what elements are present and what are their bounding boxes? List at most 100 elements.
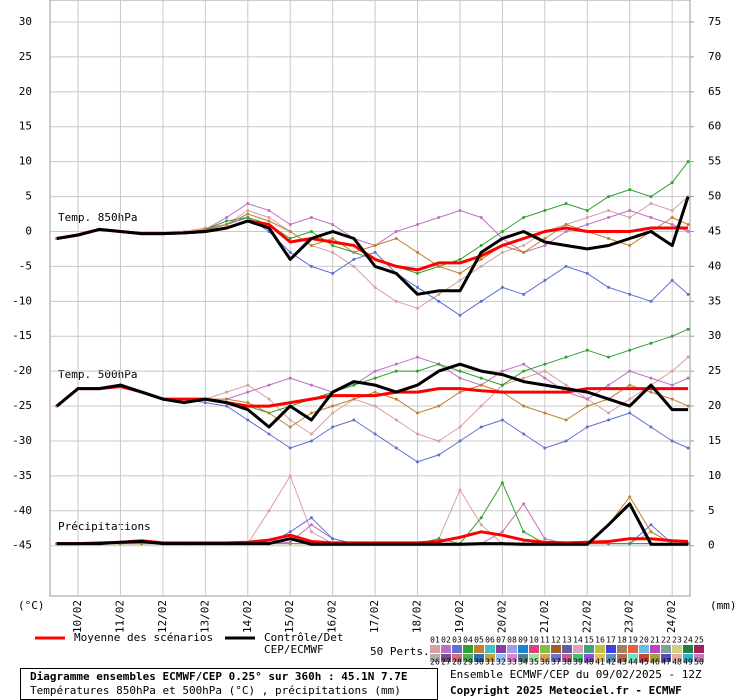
series-point xyxy=(543,537,547,541)
series-point xyxy=(394,362,398,366)
legend-swatch xyxy=(540,654,550,662)
legend-label: 21 xyxy=(650,636,660,645)
series-point xyxy=(288,223,292,227)
annotation: Temp. 500hPa xyxy=(58,368,137,381)
series-point xyxy=(686,327,690,331)
legend-label: 12 xyxy=(551,636,561,645)
series-point xyxy=(500,383,504,387)
series-point xyxy=(225,404,229,408)
legend-label: 04 xyxy=(463,636,473,645)
legend-label: 22 xyxy=(661,636,671,645)
series-point xyxy=(373,243,377,247)
x-tick-label: 11/02 xyxy=(113,600,126,633)
legend-label: 05 xyxy=(474,636,484,645)
series-point xyxy=(500,530,504,534)
series-point xyxy=(564,418,568,422)
series-point xyxy=(628,209,632,213)
series-line xyxy=(55,362,689,429)
legend-label: 10 xyxy=(529,636,539,645)
legend-label: 24 xyxy=(683,636,693,645)
series-point xyxy=(373,376,377,380)
series-point xyxy=(458,390,462,394)
legend-label: Contrôle/Det CEP/ECMWF xyxy=(264,631,344,656)
series-point xyxy=(288,446,292,450)
series-point xyxy=(288,425,292,429)
legend-swatch xyxy=(606,654,616,662)
series-point xyxy=(373,285,377,289)
series-point xyxy=(309,243,313,247)
series-point xyxy=(458,313,462,317)
series-point xyxy=(203,401,207,405)
series-point xyxy=(394,369,398,373)
legend-label: 47 xyxy=(661,658,671,667)
legend-swatch xyxy=(463,645,473,653)
series-point xyxy=(649,202,653,206)
legend-label: 45 xyxy=(639,658,649,667)
series-point xyxy=(628,495,632,499)
legend-swatch xyxy=(617,645,627,653)
series-point xyxy=(607,216,611,220)
series-point xyxy=(607,355,611,359)
series-point xyxy=(628,542,632,546)
series-point xyxy=(522,243,526,247)
series-point xyxy=(394,446,398,450)
series-point xyxy=(479,383,483,387)
legend-label: 02 xyxy=(441,636,451,645)
legend-label: 11 xyxy=(540,636,550,645)
series-point xyxy=(670,223,674,227)
legend-label: 50 xyxy=(694,658,704,667)
series-point xyxy=(309,432,313,436)
y-tick-label: -20 xyxy=(12,364,32,377)
series-point xyxy=(458,369,462,373)
series-point xyxy=(543,369,547,373)
series-point xyxy=(437,216,441,220)
series-point xyxy=(479,243,483,247)
legend-swatch xyxy=(441,645,451,653)
series-point xyxy=(522,502,526,506)
series-point xyxy=(331,223,335,227)
series-point xyxy=(649,425,653,429)
series-point xyxy=(500,481,504,485)
plot-frame xyxy=(49,0,691,597)
series-line xyxy=(56,203,689,253)
series-point xyxy=(479,425,483,429)
series-point xyxy=(585,216,589,220)
series-point xyxy=(564,383,568,387)
series-point xyxy=(686,229,690,233)
y-tick-label: -10 xyxy=(12,294,32,307)
series-point xyxy=(309,229,313,233)
series-point xyxy=(225,223,229,227)
legend-swatch xyxy=(551,654,561,662)
series-point xyxy=(309,523,313,527)
series-point xyxy=(543,411,547,415)
series-point xyxy=(437,264,441,268)
series-point xyxy=(416,285,420,289)
series-point xyxy=(522,530,526,534)
series-point xyxy=(649,376,653,380)
series-point xyxy=(352,397,356,401)
series-point xyxy=(437,299,441,303)
y-tick-label: 20 xyxy=(19,85,32,98)
series-point xyxy=(522,292,526,296)
series-point xyxy=(394,397,398,401)
series-point xyxy=(288,250,292,254)
series-point xyxy=(500,418,504,422)
series-point xyxy=(649,216,653,220)
series-point xyxy=(288,418,292,422)
legend-label: 44 xyxy=(628,658,638,667)
series-point xyxy=(585,397,589,401)
y2-tick-label: 40 xyxy=(708,259,721,272)
series-point xyxy=(458,271,462,275)
legend-swatch xyxy=(507,654,517,662)
x-tick-label: 13/02 xyxy=(198,600,211,633)
series-point xyxy=(607,383,611,387)
series-point xyxy=(246,383,250,387)
legend-swatch xyxy=(562,645,572,653)
legend-swatch xyxy=(672,645,682,653)
y-tick-label: 10 xyxy=(19,155,32,168)
legend-label: 48 xyxy=(672,658,682,667)
series-point xyxy=(373,390,377,394)
legend-label: 43 xyxy=(617,658,627,667)
series-point xyxy=(500,369,504,373)
legend-label: 46 xyxy=(650,658,660,667)
